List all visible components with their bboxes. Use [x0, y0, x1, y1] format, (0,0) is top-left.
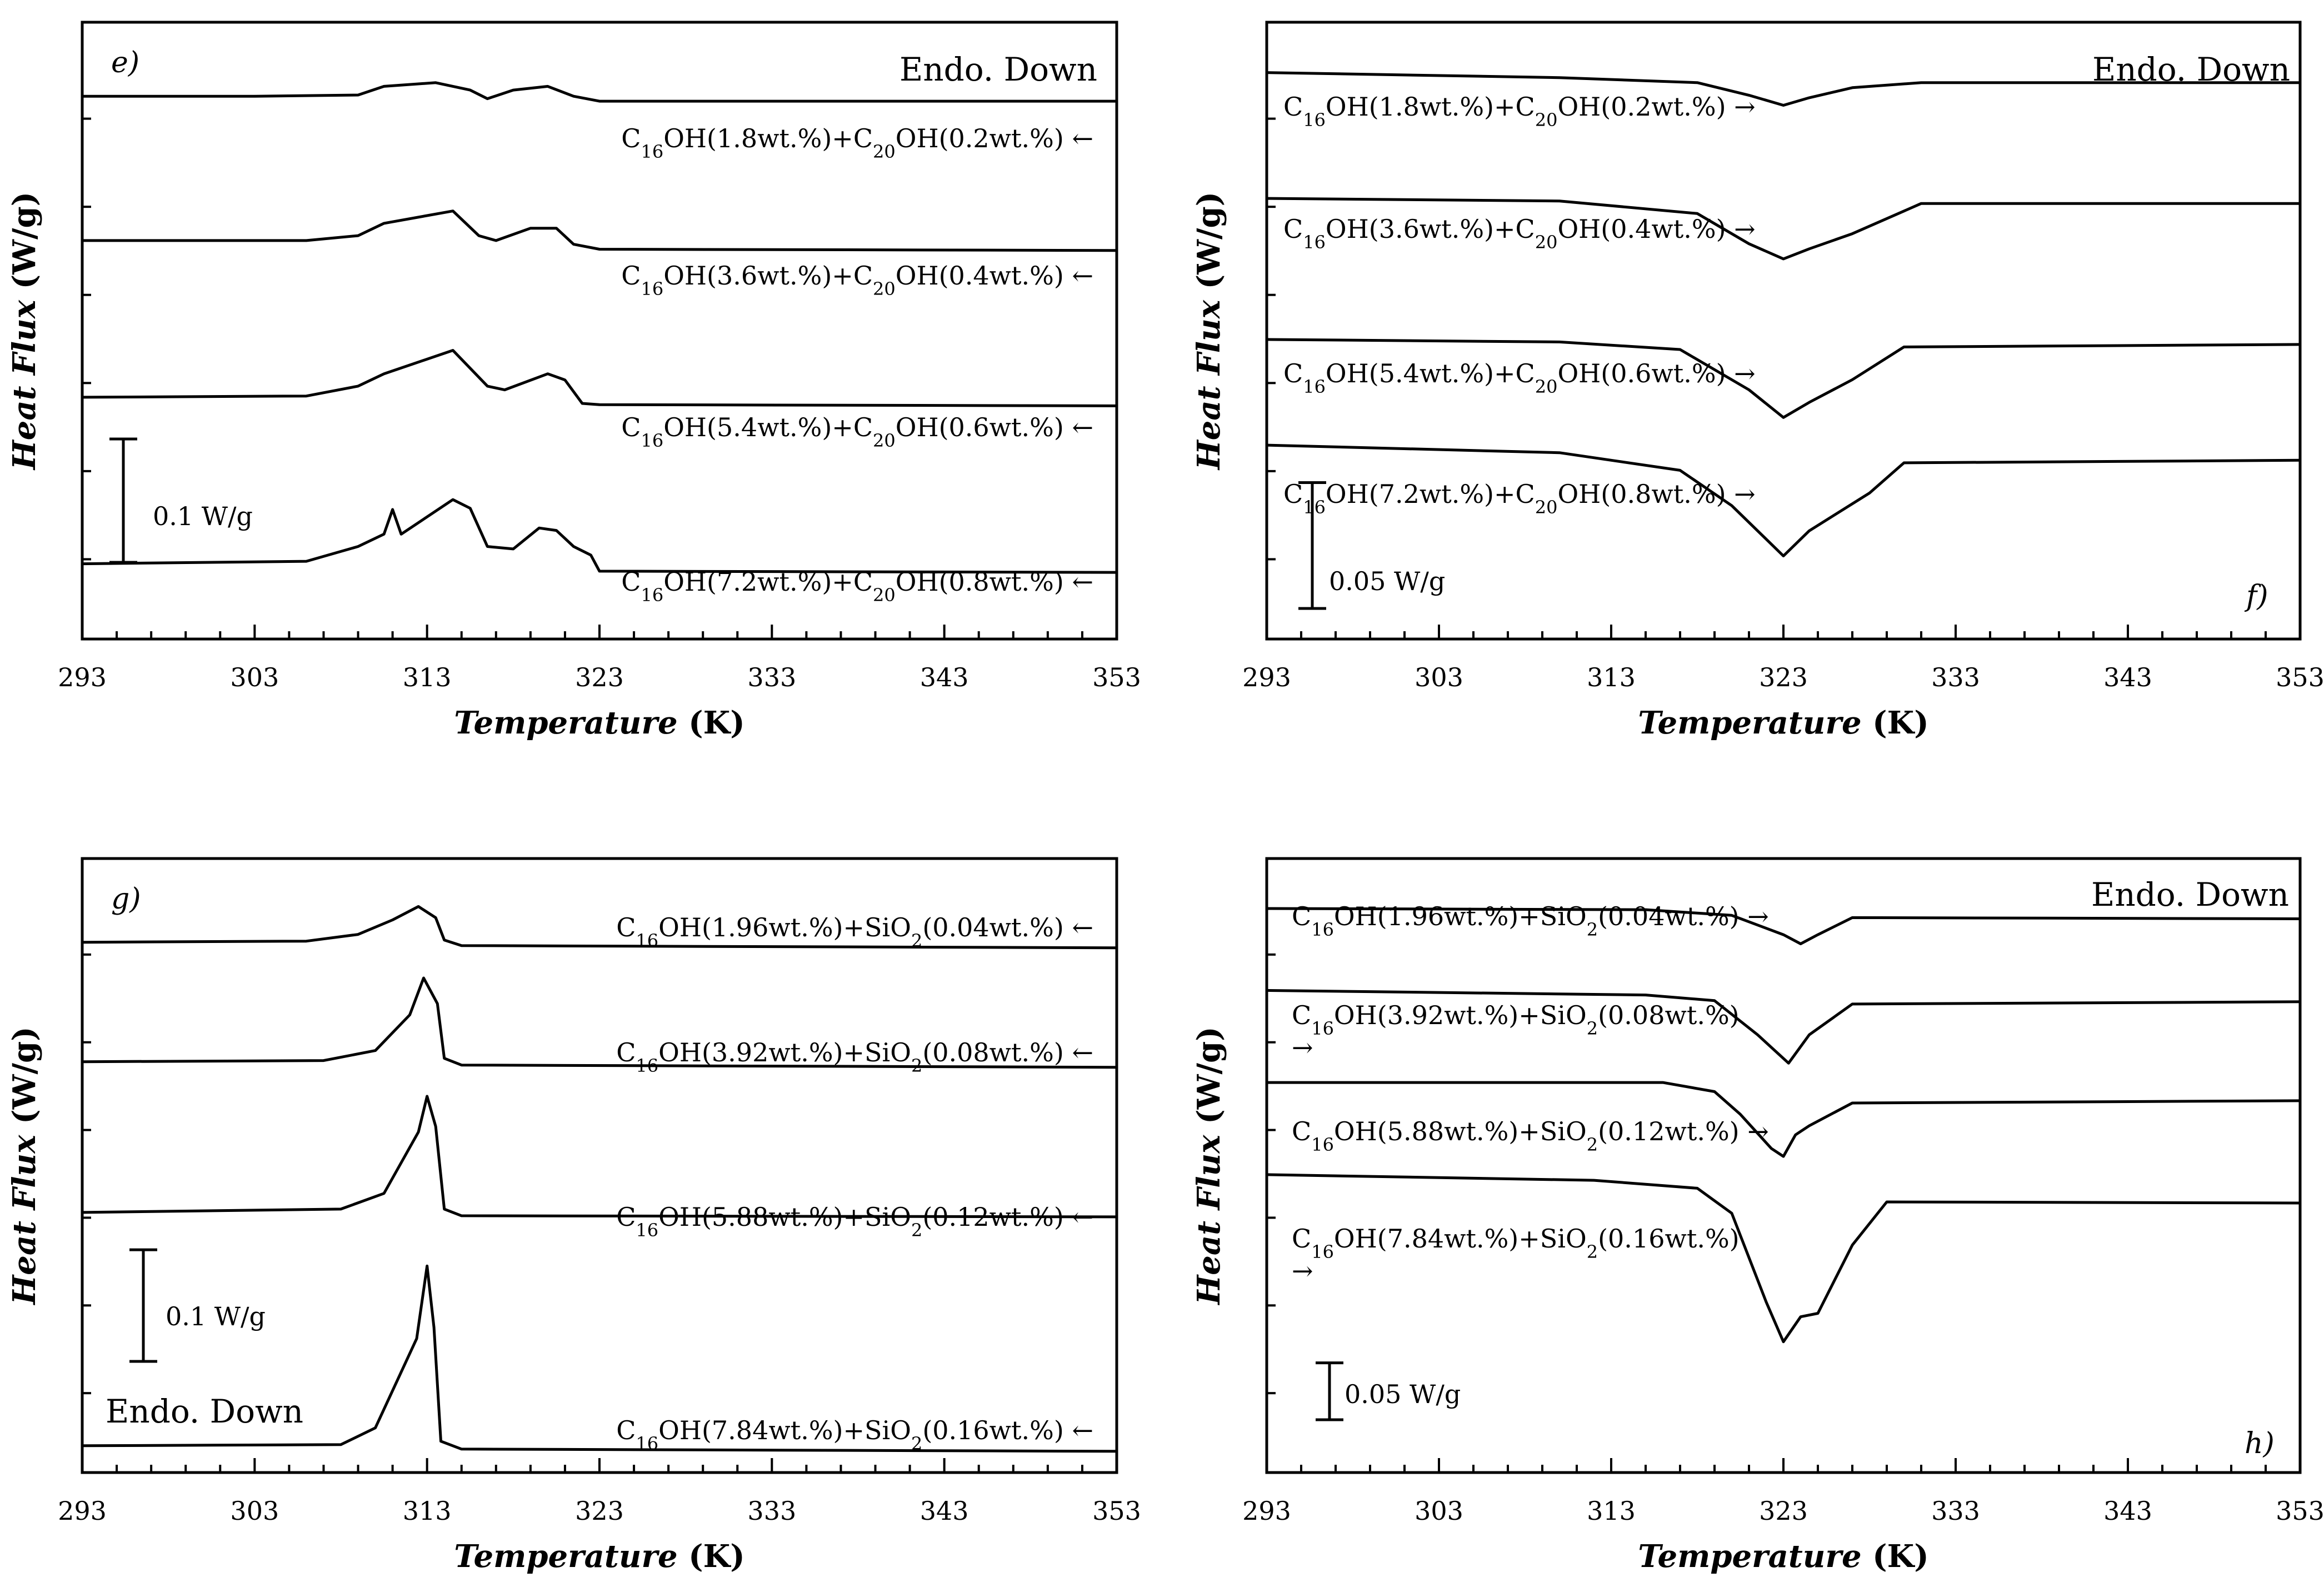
endo-down-label: Endo. Down	[2091, 876, 2289, 914]
x-tick-label: 303	[1415, 1496, 1463, 1526]
chart-panel-e: 293 303 313 323 333 343 353 Temperature (K) Heat…	[6, 21, 1141, 741]
series-label: C16OH(7.2wt.%)+C20OH(0.8wt.%) →	[1283, 479, 1756, 518]
chart-panel-f: 293 303 313 323 333 343 353 Temperature (K) Heat…	[1191, 21, 2324, 741]
panel-letter: f)	[2244, 580, 2268, 613]
x-tick-label: 353	[1092, 662, 1141, 692]
series-label: C16OH(1.96wt.%)+SiO2(0.04wt.%) ←	[616, 912, 1093, 951]
series-label: C16OH(1.96wt.%)+SiO2(0.04wt.%) →	[1292, 901, 1769, 940]
series-label: C16OH(1.8wt.%)+C20OH(0.2wt.%) →	[1283, 92, 1756, 131]
y-axis-title: Heat Flux (W/g)	[6, 192, 43, 471]
plot-frame	[81, 857, 1118, 1474]
x-tick-label: 313	[403, 1496, 452, 1526]
curve-series-1	[1266, 71, 2300, 107]
x-tick-label: 293	[58, 1496, 107, 1526]
series-arrow: →	[1292, 1032, 1313, 1062]
panel-letter: e)	[111, 46, 139, 79]
curve-series-3	[1267, 1081, 2301, 1158]
x-tick-label: 353	[1092, 1496, 1141, 1526]
x-tick-label: 343	[2103, 1496, 2152, 1526]
x-tick-label: 293	[58, 662, 107, 692]
panel-letter: g)	[111, 882, 141, 916]
x-tick-label: 333	[1931, 1496, 1980, 1526]
x-tick-label: 323	[1759, 662, 1808, 692]
series-label: C16OH(5.88wt.%)+SiO2(0.12wt.%) ←	[616, 1202, 1093, 1241]
x-tick-label: 333	[747, 662, 796, 692]
scale-bar-label: 0.1 W/g	[166, 1301, 266, 1331]
curve-series-2	[1266, 197, 2300, 261]
scale-bar-label: 0.05 W/g	[1329, 566, 1445, 596]
x-axis-title: Temperature (K)	[1638, 705, 1929, 741]
x-tick-label: 343	[920, 1496, 969, 1526]
x-tick-label: 323	[575, 662, 624, 692]
series-label: C16OH(1.8wt.%)+C20OH(0.2wt.%) ←	[621, 123, 1093, 162]
y-axis-title: Heat Flux (W/g)	[1191, 192, 1227, 471]
endo-down-label: Endo. Down	[106, 1393, 303, 1430]
chart-panel-g: 293 303 313 323 333 343 353 Temperature (K) Heat…	[6, 857, 1141, 1575]
curve-series-4	[82, 498, 1117, 574]
series-label: C16OH(5.4wt.%)+C20OH(0.6wt.%) ←	[621, 412, 1093, 451]
x-tick-label: 323	[1759, 1496, 1808, 1526]
curve-series-1	[82, 905, 1117, 950]
x-tick-label: 333	[747, 1496, 796, 1526]
panel-letter: h)	[2245, 1427, 2275, 1460]
curve-series-1	[82, 81, 1117, 103]
series-arrow: →	[1292, 1256, 1313, 1286]
series-label: C16OH(7.84wt.%)+SiO2(0.16wt.%) ←	[616, 1415, 1093, 1454]
series-label: C16OH(3.6wt.%)+C20OH(0.4wt.%) →	[1283, 214, 1756, 253]
x-tick-label: 353	[2276, 1496, 2324, 1526]
y-axis-title: Heat Flux (W/g)	[1191, 1026, 1227, 1305]
x-tick-label: 343	[2103, 662, 2152, 692]
y-axis-title: Heat Flux (W/g)	[6, 1026, 43, 1305]
scale-bar-label: 0.05 W/g	[1345, 1379, 1461, 1409]
x-tick-label: 313	[403, 662, 452, 692]
x-tick-label: 293	[1242, 662, 1291, 692]
chart-panel-h: 293 303 313 323 333 343 353 Temperature (K) Heat…	[1191, 857, 2324, 1575]
x-tick-label: 303	[230, 662, 279, 692]
series-label: C16OH(5.4wt.%)+C20OH(0.6wt.%) →	[1283, 358, 1756, 397]
x-axis-title: Temperature (K)	[454, 1538, 745, 1575]
x-tick-label: 323	[575, 1496, 624, 1526]
curve-series-1	[1266, 907, 2301, 945]
series-label: C16OH(3.92wt.%)+SiO2(0.08wt.%)	[1292, 1000, 1740, 1039]
x-tick-label: 313	[1587, 662, 1636, 692]
curve-series-2	[1266, 989, 2301, 1065]
curve-series-3	[1266, 338, 2301, 419]
series-label: C16OH(5.88wt.%)+SiO2(0.12wt.%) →	[1292, 1116, 1769, 1155]
curve-series-3	[82, 349, 1117, 407]
curve-series-4	[82, 1264, 1117, 1453]
x-tick-label: 313	[1587, 1496, 1636, 1526]
curve-series-4	[1266, 1173, 2301, 1344]
plot-frame	[81, 21, 1118, 641]
series-label: C16OH(3.92wt.%)+SiO2(0.08wt.%) ←	[616, 1037, 1093, 1076]
curve-series-4	[1266, 443, 2301, 557]
x-axis-title: Temperature (K)	[1638, 1538, 1929, 1575]
scale-bar-label: 0.1 W/g	[153, 501, 253, 531]
x-tick-label: 303	[1415, 662, 1463, 692]
x-tick-label: 303	[230, 1496, 279, 1526]
endo-down-label: Endo. Down	[899, 51, 1097, 88]
x-tick-label: 343	[920, 662, 969, 692]
series-label: C16OH(3.6wt.%)+C20OH(0.4wt.%) ←	[621, 261, 1093, 300]
series-label: C16OH(7.2wt.%)+C20OH(0.8wt.%) ←	[621, 567, 1093, 606]
curve-series-2	[82, 976, 1117, 1069]
x-axis-title: Temperature (K)	[454, 705, 745, 741]
curve-series-3	[82, 1095, 1117, 1219]
curve-series-2	[82, 209, 1117, 252]
x-tick-label: 293	[1242, 1496, 1291, 1526]
x-tick-label: 353	[2276, 662, 2324, 692]
series-label: C16OH(7.84wt.%)+SiO2(0.16wt.%)	[1292, 1224, 1740, 1262]
x-tick-label: 333	[1931, 662, 1980, 692]
